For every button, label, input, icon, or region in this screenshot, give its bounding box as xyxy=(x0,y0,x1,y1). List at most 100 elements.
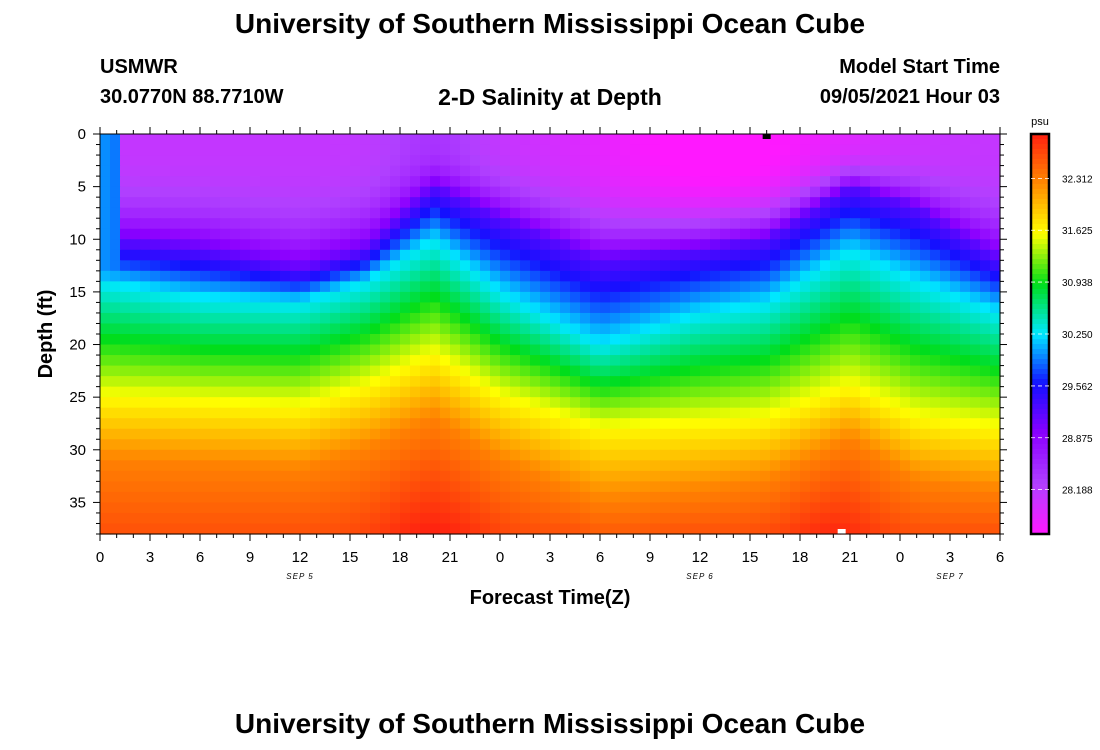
heat-cell xyxy=(220,291,231,304)
heat-cell xyxy=(320,155,331,167)
heat-cell xyxy=(530,439,541,451)
heat-cell xyxy=(300,491,311,504)
heat-cell xyxy=(130,481,141,493)
heat-cell xyxy=(130,460,141,472)
heat-cell xyxy=(540,207,551,219)
heat-cell xyxy=(900,165,911,177)
heat-cell xyxy=(470,249,481,261)
heat-cell xyxy=(280,207,291,219)
heat-cell xyxy=(390,218,401,230)
heat-cell xyxy=(750,334,761,346)
heat-cell xyxy=(130,228,141,240)
heat-cell xyxy=(440,155,451,167)
heat-cell xyxy=(510,439,521,451)
heat-cell xyxy=(870,502,881,514)
heat-cell xyxy=(210,386,221,398)
heat-cell xyxy=(560,523,571,535)
heat-cell xyxy=(330,165,341,177)
heat-cell xyxy=(900,523,911,535)
heat-cell xyxy=(240,302,251,314)
heat-cell xyxy=(480,218,491,230)
heat-cell xyxy=(680,155,691,167)
heat-cell xyxy=(250,228,261,240)
heat-cell xyxy=(420,197,431,209)
heat-cell xyxy=(570,523,581,535)
heat-cell xyxy=(570,460,581,472)
heat-cell xyxy=(850,428,861,440)
heat-cell xyxy=(120,334,131,346)
heat-cell xyxy=(880,270,891,282)
heat-cell xyxy=(620,186,631,198)
heat-cell xyxy=(830,312,841,325)
heat-cell xyxy=(110,249,121,261)
heat-cell xyxy=(270,323,281,335)
heat-cell xyxy=(680,460,691,472)
heat-cell xyxy=(210,228,221,240)
heat-cell xyxy=(610,260,621,272)
heat-cell xyxy=(960,155,971,167)
heat-cell xyxy=(720,344,731,356)
heat-cell xyxy=(480,260,491,272)
heat-cell xyxy=(790,502,801,514)
heat-cell xyxy=(860,312,871,325)
heat-cell xyxy=(420,407,431,419)
heat-cell xyxy=(500,428,511,440)
heat-cell xyxy=(320,186,331,198)
heat-cell xyxy=(260,428,271,440)
heat-cell xyxy=(690,155,701,167)
heat-cell xyxy=(640,291,651,304)
heat-cell xyxy=(780,386,791,398)
heat-cell xyxy=(580,407,591,419)
heat-cell xyxy=(550,176,561,188)
heat-cell xyxy=(290,134,301,146)
heat-cell xyxy=(170,376,181,388)
heat-cell xyxy=(870,302,881,314)
heat-cell xyxy=(820,523,831,535)
heat-cell xyxy=(960,376,971,388)
heat-cell xyxy=(600,281,611,293)
heat-cell xyxy=(780,281,791,293)
heat-cell xyxy=(320,502,331,514)
heat-cell xyxy=(290,344,301,356)
heat-cell xyxy=(930,312,941,325)
heat-cell xyxy=(850,449,861,461)
heat-cell xyxy=(100,176,111,188)
heat-cell xyxy=(910,523,921,535)
heat-cell xyxy=(660,281,671,293)
heat-cell xyxy=(750,134,761,146)
heat-cell xyxy=(140,291,151,304)
heat-cell xyxy=(140,449,151,461)
heat-cell xyxy=(250,291,261,304)
heat-cell xyxy=(520,460,531,472)
heat-cell xyxy=(670,491,681,504)
heat-cell xyxy=(870,312,881,325)
heat-cell xyxy=(730,334,741,346)
colorbar-cell xyxy=(1031,499,1049,505)
heat-cell xyxy=(740,218,751,230)
heat-cell xyxy=(680,523,691,535)
heat-cell xyxy=(840,165,851,177)
heat-cell xyxy=(420,334,431,346)
heat-cell xyxy=(620,502,631,514)
heat-cell xyxy=(770,281,781,293)
heat-cell xyxy=(460,334,471,346)
heat-cell xyxy=(780,365,791,377)
heat-cell xyxy=(900,386,911,398)
heat-cell xyxy=(330,302,341,314)
heat-cell xyxy=(290,439,301,451)
heat-cell xyxy=(910,281,921,293)
heat-cell xyxy=(960,355,971,367)
heat-cell xyxy=(680,270,691,282)
heat-cell xyxy=(190,334,201,346)
heat-cell xyxy=(980,512,991,525)
heat-cell xyxy=(650,249,661,261)
heat-cell xyxy=(530,355,541,367)
heat-cell xyxy=(490,397,501,409)
heat-cell xyxy=(290,239,301,251)
heat-cell xyxy=(930,491,941,504)
heat-cell xyxy=(840,376,851,388)
heat-cell xyxy=(530,323,541,335)
heat-cell xyxy=(580,249,591,261)
heat-cell xyxy=(440,218,451,230)
colorbar-cell xyxy=(1031,504,1049,510)
